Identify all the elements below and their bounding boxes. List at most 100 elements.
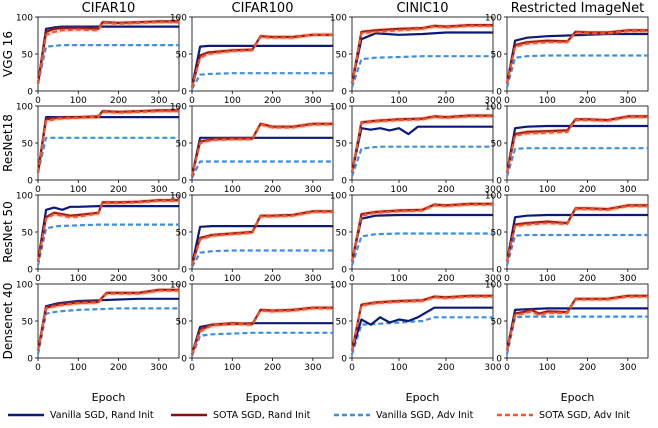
y-tick-label: 0 xyxy=(496,355,502,365)
series-line-vanilla-sgd-adv-init xyxy=(505,54,648,88)
y-tick-label: 0 xyxy=(181,177,187,187)
y-tick-label: 0 xyxy=(341,355,347,365)
y-tick-label: 0 xyxy=(341,177,347,187)
x-tick-label: 200 xyxy=(437,363,454,373)
series-band-sota-sgd-adv-init xyxy=(38,288,179,353)
panel-vgg-16-restricted-imagenet: 0 50 100 0 100 200 300 xyxy=(485,14,649,106)
plot-frame xyxy=(351,194,494,270)
x-tick-label: 300 xyxy=(304,96,321,106)
y-tick-label: 50 xyxy=(491,140,503,150)
x-tick-label: 300 xyxy=(484,96,501,106)
y-tick-label: 0 xyxy=(27,88,33,98)
x-tick-label: 0 xyxy=(504,96,510,106)
x-tick-label: 300 xyxy=(150,274,167,284)
panel-resnet18-cifar100: 0 50 100 0 100 200 300 xyxy=(170,103,334,195)
y-tick-label: 0 xyxy=(496,88,502,98)
x-tick-label: 200 xyxy=(579,96,596,106)
series-band-sota-sgd-rand-init xyxy=(352,22,493,86)
row-title-resnet18: ResNet18 xyxy=(1,114,15,172)
x-tick-label: 200 xyxy=(264,363,281,373)
y-tick-label: 100 xyxy=(330,192,347,202)
row-titles: VGG 16 ResNet18 ResNet 50 Densenet 40 xyxy=(1,31,15,359)
x-tick-label: 100 xyxy=(70,274,87,284)
x-tick-label: 0 xyxy=(189,185,195,195)
x-tick-label: 100 xyxy=(539,274,556,284)
series-line-vanilla-sgd-adv-init xyxy=(36,43,179,84)
panel-vgg-16-cifar10: 0 50 100 0 100 200 300 xyxy=(16,14,180,106)
y-tick-label: 100 xyxy=(16,14,33,24)
panel-resnet-50-cifar100: 0 50 100 0 100 200 300 xyxy=(170,192,334,284)
column-title-cifar10: CIFAR10 xyxy=(82,1,136,16)
x-tick-label: 0 xyxy=(504,185,510,195)
panel-resnet-50-restricted-imagenet: 0 50 100 0 100 200 300 xyxy=(485,192,649,284)
x-axis-labels: Epoch Epoch Epoch Epoch xyxy=(92,391,595,404)
y-tick-label: 50 xyxy=(336,318,348,328)
y-tick-label: 50 xyxy=(176,318,188,328)
x-axis-label: Epoch xyxy=(246,391,280,404)
x-tick-label: 100 xyxy=(224,96,241,106)
series-line-sota-sgd-adv-init xyxy=(36,21,179,84)
x-tick-label: 0 xyxy=(189,96,195,106)
x-tick-label: 200 xyxy=(437,185,454,195)
x-axis-label: Epoch xyxy=(406,391,440,404)
series-line-vanilla-sgd-adv-init xyxy=(350,232,493,266)
y-tick-label: 0 xyxy=(496,266,502,276)
series-line-vanilla-sgd-rand-init xyxy=(505,213,648,262)
series-line-sota-sgd-adv-init xyxy=(190,210,333,266)
panel-densenet-40-restricted-imagenet: 0 50 100 0 100 200 300 xyxy=(485,281,649,373)
y-tick-label: 50 xyxy=(22,51,34,61)
y-tick-label: 100 xyxy=(170,281,187,291)
series-line-vanilla-sgd-rand-init xyxy=(350,213,493,262)
x-tick-label: 200 xyxy=(110,185,127,195)
x-tick-label: 100 xyxy=(224,274,241,284)
legend-label: Vanilla SGD, Adv Init xyxy=(376,410,474,421)
y-tick-label: 0 xyxy=(27,177,33,187)
legend: Vanilla SGD, Rand Init SOTA SGD, Rand Ini… xyxy=(8,410,630,421)
panel-densenet-40-cinic10: 0 50 100 0 100 200 300 xyxy=(330,281,502,374)
legend-entry-vanilla-sgd-adv-init: Vanilla SGD, Adv Init xyxy=(334,410,474,421)
x-tick-label: 0 xyxy=(349,274,355,284)
series-line-vanilla-sgd-adv-init xyxy=(36,307,179,355)
y-tick-label: 0 xyxy=(27,355,33,365)
x-tick-label: 300 xyxy=(150,185,167,195)
legend-entry-sota-sgd-adv-init: SOTA SGD, Adv Init xyxy=(497,410,630,421)
x-tick-label: 300 xyxy=(304,185,321,195)
row-title-resnet-50: ResNet 50 xyxy=(1,201,15,263)
series-line-sota-sgd-adv-init xyxy=(350,295,493,351)
x-axis-label: Epoch xyxy=(561,391,595,404)
x-tick-label: 0 xyxy=(189,363,195,373)
y-tick-label: 100 xyxy=(330,281,347,291)
series-line-vanilla-sgd-adv-init xyxy=(191,249,333,268)
series-band-sota-sgd-rand-init xyxy=(507,114,648,175)
x-tick-label: 200 xyxy=(264,274,281,284)
x-tick-label: 200 xyxy=(264,96,281,106)
series-line-vanilla-sgd-adv-init xyxy=(505,233,648,266)
y-tick-label: 100 xyxy=(170,103,187,113)
series-line-vanilla-sgd-rand-init xyxy=(190,44,333,88)
y-tick-label: 50 xyxy=(176,51,188,61)
panel-resnet18-cifar10: 0 50 100 0 100 200 300 xyxy=(16,103,180,195)
x-tick-label: 0 xyxy=(35,185,41,195)
series-line-vanilla-sgd-adv-init xyxy=(350,145,493,177)
x-tick-label: 100 xyxy=(70,363,87,373)
panel-resnet18-restricted-imagenet: 0 50 100 0 100 200 300 xyxy=(485,103,649,195)
x-tick-label: 0 xyxy=(504,274,510,284)
x-tick-label: 100 xyxy=(539,185,556,195)
series-line-sota-sgd-adv-init xyxy=(190,33,333,88)
x-tick-label: 100 xyxy=(390,96,407,106)
series-line-vanilla-sgd-adv-init xyxy=(190,331,333,357)
y-tick-label: 50 xyxy=(22,318,34,328)
x-tick-label: 0 xyxy=(35,274,41,284)
legend-entry-vanilla-sgd-rand-init: Vanilla SGD, Rand Init xyxy=(8,410,154,421)
y-tick-label: 100 xyxy=(330,14,347,24)
x-tick-label: 200 xyxy=(264,185,281,195)
x-tick-label: 300 xyxy=(150,363,167,373)
series-band-sota-sgd-adv-init xyxy=(38,198,179,264)
y-tick-label: 50 xyxy=(491,51,503,61)
x-tick-label: 200 xyxy=(110,363,127,373)
x-tick-label: 100 xyxy=(390,274,407,284)
x-axis-label: Epoch xyxy=(92,391,126,404)
panel-resnet-50-cifar10: 0 50 100 0 100 200 300 xyxy=(16,192,180,284)
series-line-sota-sgd-rand-init xyxy=(505,294,648,351)
